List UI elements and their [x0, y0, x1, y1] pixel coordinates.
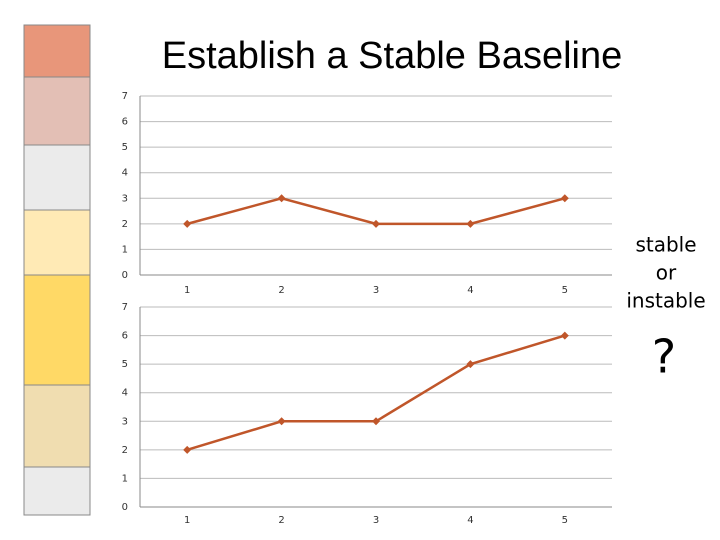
side-note-line: or	[656, 261, 677, 285]
y-tick-label: 6	[122, 117, 128, 128]
x-tick-label: 4	[467, 285, 473, 296]
y-tick-label: 7	[122, 302, 128, 313]
y-tick-label: 1	[122, 473, 128, 484]
y-tick-label: 1	[122, 244, 128, 255]
y-tick-label: 4	[122, 388, 128, 399]
y-tick-label: 0	[122, 502, 128, 513]
y-tick-label: 6	[122, 331, 128, 342]
y-tick-label: 4	[122, 168, 128, 179]
marker	[466, 360, 475, 369]
marker	[372, 417, 380, 426]
marker	[183, 219, 192, 228]
y-tick-label: 3	[122, 416, 128, 427]
question-mark: ?	[652, 330, 676, 384]
marker	[277, 417, 286, 426]
y-tick-label: 2	[122, 219, 128, 230]
marker	[277, 194, 286, 203]
x-tick-label: 3	[373, 285, 379, 296]
marker	[560, 331, 569, 340]
y-tick-label: 7	[122, 91, 128, 102]
side-note-line: stable	[635, 233, 696, 257]
marker	[560, 194, 569, 203]
color-strip	[23, 24, 91, 516]
marker	[466, 219, 475, 228]
y-tick-label: 5	[122, 142, 128, 153]
x-tick-label: 3	[373, 515, 379, 526]
y-tick-label: 5	[122, 359, 128, 370]
x-tick-label: 4	[467, 515, 473, 526]
y-tick-label: 3	[122, 193, 128, 204]
side-note-line: instable	[626, 289, 705, 313]
x-tick-label: 2	[278, 515, 284, 526]
x-tick-label: 5	[562, 285, 568, 296]
y-tick-label: 0	[122, 270, 128, 281]
y-tick-label: 2	[122, 445, 128, 456]
slide-title: Establish a Stable Baseline	[162, 35, 623, 77]
x-tick-label: 1	[184, 515, 190, 526]
marker	[372, 219, 380, 228]
x-tick-label: 1	[184, 285, 190, 296]
x-tick-label: 5	[562, 515, 568, 526]
x-tick-label: 2	[278, 285, 284, 296]
marker	[183, 445, 192, 454]
